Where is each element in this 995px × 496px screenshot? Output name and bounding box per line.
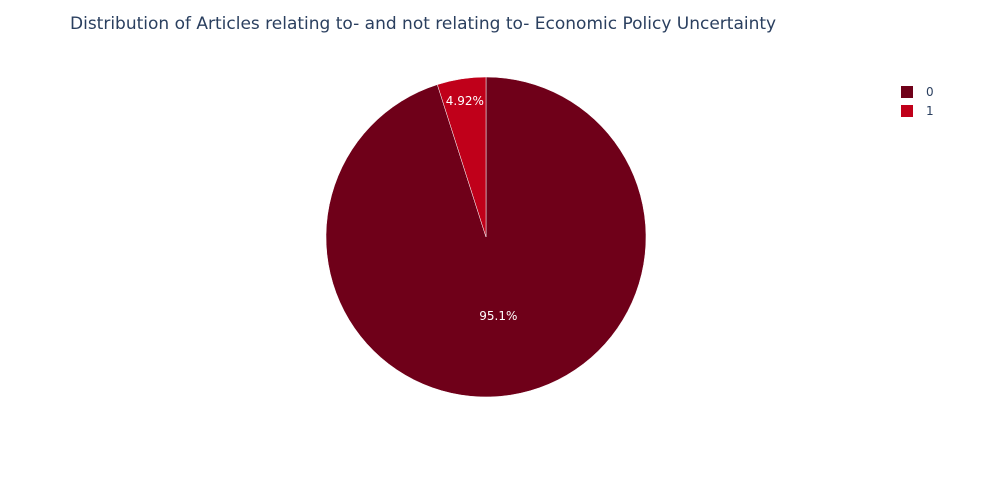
legend-label-1: 1 [926,104,934,118]
legend: 0 1 [901,83,961,121]
pie-slice-labels: 95.1% 4.92% [446,94,518,323]
pie-slice-label-0: 95.1% [479,309,517,323]
legend-item-0[interactable]: 0 [901,83,961,101]
pie-slices [325,76,647,398]
legend-item-1[interactable]: 1 [901,102,961,120]
legend-swatch-0 [901,86,913,98]
chart-title: Distribution of Articles relating to- an… [70,14,777,34]
legend-swatch-1 [901,105,913,117]
pie-slice-1[interactable] [437,76,487,238]
pie-slice-label-1: 4.92% [446,94,484,108]
legend-label-0: 0 [926,85,934,99]
